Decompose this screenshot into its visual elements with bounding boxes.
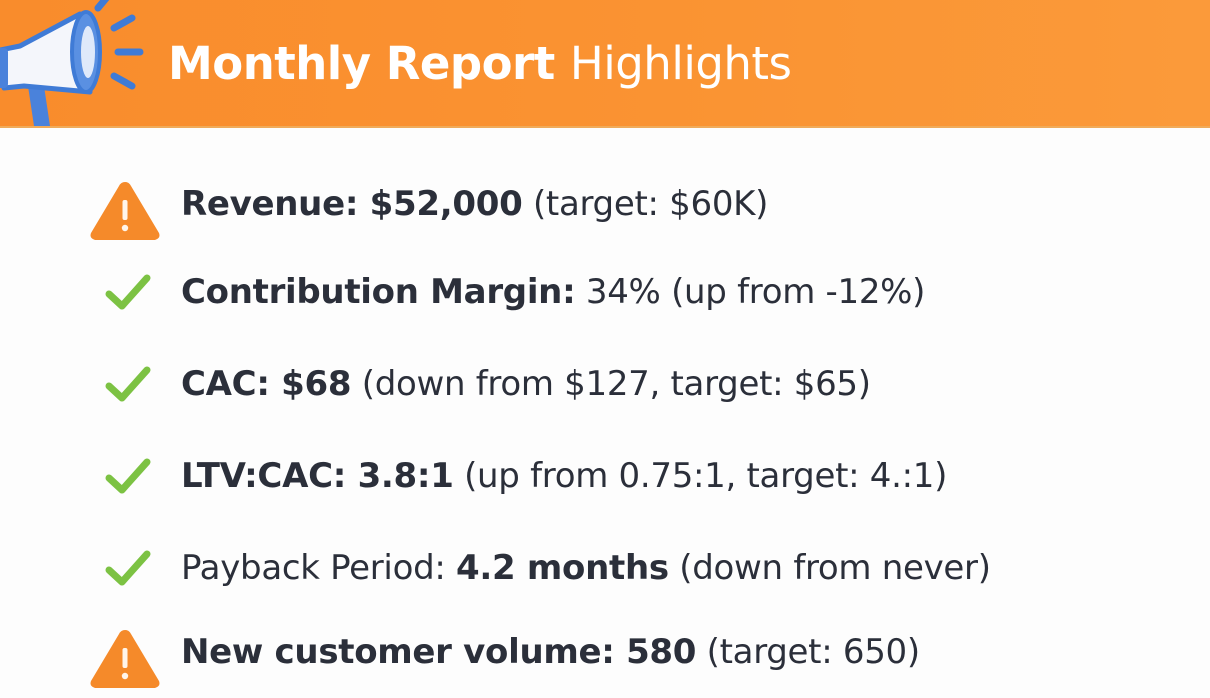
highlight-text: Payback Period: 4.2 months (down from ne… [181,546,991,590]
metric-note: (down from never) [668,548,991,588]
highlight-payback-period: Payback Period: 4.2 months (down from ne… [0,540,1210,600]
highlights-list: Revenue: $52,000 (target: $60K) Contribu… [0,126,1210,698]
megaphone-icon [0,0,144,126]
metric-value: 4.2 months [456,548,669,588]
checkmark-icon [105,458,151,494]
title-bold: Monthly Report [168,37,555,90]
header-banner: Monthly Report Highlights [0,0,1210,128]
highlight-contribution-margin: Contribution Margin: 34% (up from -12%) [0,264,1210,324]
metric-value: $68 [281,364,352,404]
metric-label: CAC: [181,364,282,404]
metric-note: (target: $60K) [522,184,769,224]
checkmark-icon [105,550,151,586]
title-light: Highlights [569,37,792,90]
metric-note: (target: 650) [696,632,920,672]
checkmark-icon [105,274,151,310]
metric-note: (up from 0.75:1, target: 4.:1) [453,456,948,496]
metric-label: LTV:CAC: [181,456,358,496]
metric-value: 3.8:1 [357,456,454,496]
highlight-text: LTV:CAC: 3.8:1 (up from 0.75:1, target: … [181,454,947,498]
metric-value: 34% [575,272,661,312]
highlight-ltv-cac: LTV:CAC: 3.8:1 (up from 0.75:1, target: … [0,448,1210,508]
warning-icon [90,630,160,688]
highlight-cac: CAC: $68 (down from $127, target: $65) [0,356,1210,416]
metric-label: Revenue: [181,184,370,224]
highlight-new-customer-volume: New customer volume: 580 (target: 650) [0,624,1210,688]
checkmark-icon [105,366,151,402]
highlight-text: New customer volume: 580 (target: 650) [181,630,920,674]
metric-label: Contribution Margin: [181,272,576,312]
metric-note: (up from -12%) [660,272,926,312]
metric-value: $52,000 [369,184,523,224]
metric-note: (down from $127, target: $65) [351,364,871,404]
highlight-text: Contribution Margin: 34% (up from -12%) [181,270,925,314]
metric-label: Payback Period: [181,548,457,588]
highlight-text: CAC: $68 (down from $127, target: $65) [181,362,871,406]
metric-label: New customer volume: [181,632,627,672]
page-title: Monthly Report Highlights [168,36,792,92]
highlight-revenue: Revenue: $52,000 (target: $60K) [0,176,1210,240]
warning-icon [90,182,160,240]
highlight-text: Revenue: $52,000 (target: $60K) [181,182,768,226]
metric-value: 580 [626,632,697,672]
